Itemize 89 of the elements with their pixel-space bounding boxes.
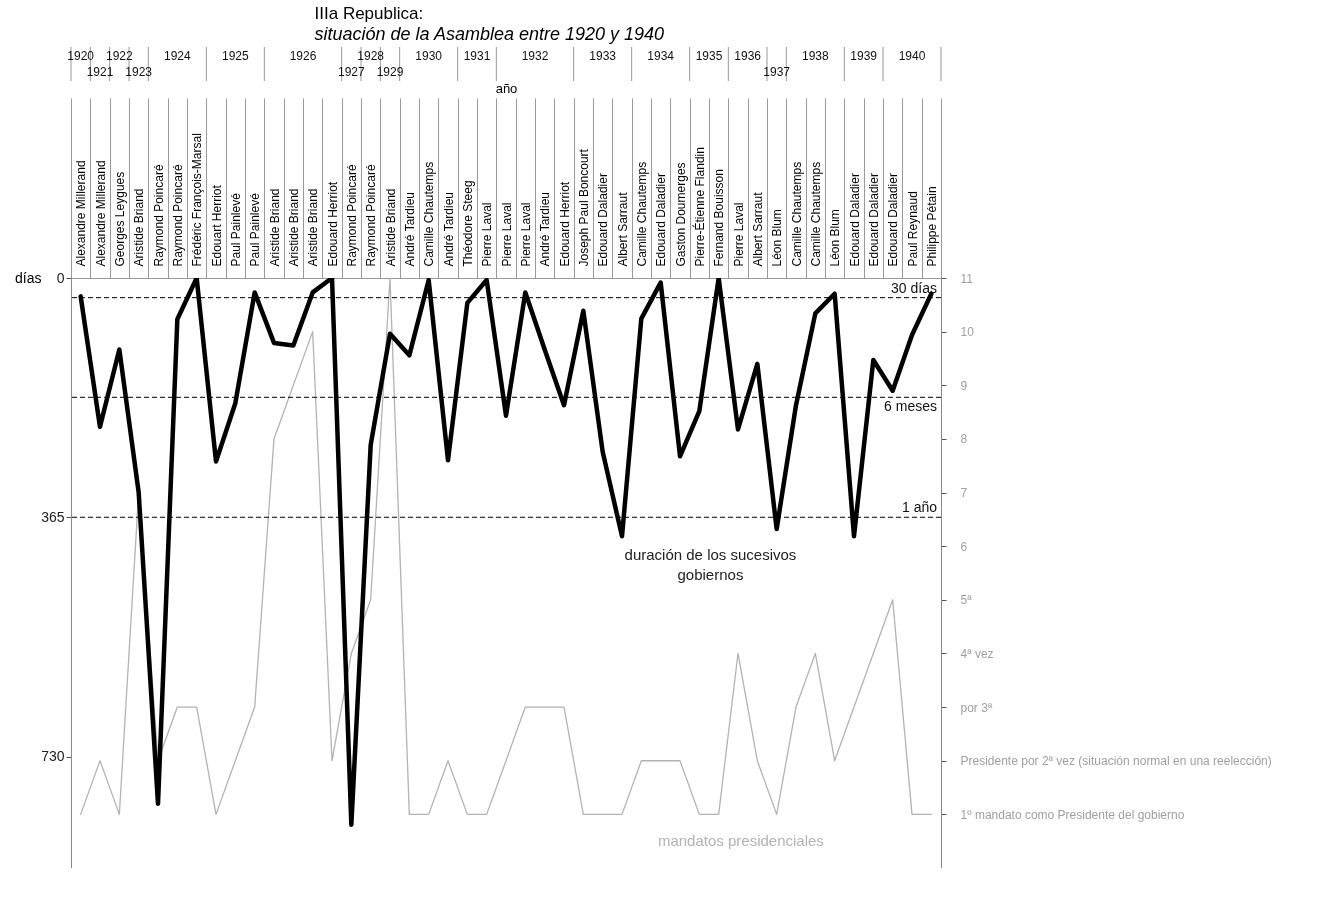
- x-tick-label: André Tardieu: [402, 192, 417, 267]
- text: 1939: [850, 49, 878, 63]
- y2-tick-label: 1º mandato como Presidente del gobierno: [960, 807, 1185, 822]
- y2-tick-label: Presidente por 2ª vez (situación normal en una reelección): [960, 754, 1272, 769]
- x-tick-label: Léon Blum: [770, 209, 785, 267]
- text: 1934: [647, 49, 675, 63]
- x-tick-label: Pierre Laval: [731, 202, 746, 267]
- x-tick-label: Albert Sarraut: [750, 191, 765, 267]
- ref-line-label: 6 meses: [884, 398, 937, 415]
- x-tick-label: Raymond Poincaré: [364, 164, 379, 267]
- x-tick-label: Joseph Paul Boncourt: [576, 148, 591, 267]
- text: 1938: [801, 49, 829, 63]
- x-axis-title: año: [495, 81, 518, 96]
- x-tick-label: Edouard Herriot: [557, 181, 572, 267]
- text: 1925: [221, 49, 249, 63]
- x-tick-label: Gaston Doumerges: [673, 162, 688, 267]
- text: 1931: [463, 49, 491, 63]
- x-tick-label: Paul Reynaud: [905, 191, 920, 267]
- x-tick-label: Aristide Briand: [286, 188, 301, 267]
- x-tick-label: Paul Painlevé: [248, 192, 263, 267]
- x-tick-label: André Tardieu: [538, 192, 553, 267]
- text: 1923: [125, 65, 153, 79]
- x-tick-label: Théodore Steeg: [460, 180, 475, 267]
- text: 1927: [337, 65, 365, 79]
- x-tick-label: Camille Chautemps: [634, 161, 649, 267]
- text: 1940: [898, 49, 926, 63]
- y-tick-label: 0: [56, 269, 65, 286]
- x-tick-label: Aristide Briand: [383, 188, 398, 267]
- x-tick-label: Alexandre Millerand: [74, 160, 89, 267]
- x-tick-label: Raymond Poincaré: [170, 164, 185, 267]
- text: 1937: [763, 65, 791, 79]
- text: 1922: [105, 49, 133, 63]
- x-tick-label: Raymond Poincaré: [151, 164, 166, 267]
- ref-line-label: 30 días: [891, 279, 937, 296]
- chart-subtitle: situación de la Asamblea entre 1920 y 1940: [314, 23, 665, 44]
- x-tick-label: Aristide Briand: [306, 188, 321, 267]
- x-tick-label: Pierre Laval: [518, 202, 533, 267]
- x-tick-label: Camille Chautemps: [422, 161, 437, 267]
- y-tick-label: 365: [41, 508, 65, 525]
- chart-title: IIIa Republica:: [314, 3, 424, 23]
- y2-tick-label: 10: [960, 325, 975, 340]
- x-tick-label: Georges Leygues: [112, 171, 127, 267]
- text: 1929: [376, 65, 404, 79]
- text: 1935: [695, 49, 723, 63]
- text: 1933: [589, 49, 617, 63]
- y2-tick-label: 4ª vez: [960, 646, 994, 661]
- y2-tick-label: 6: [960, 539, 968, 554]
- x-tick-label: Paul Painlevé: [228, 192, 243, 267]
- y2-tick-label: 5ª: [960, 593, 973, 608]
- x-tick-label: Edouart Herriot: [209, 184, 224, 267]
- x-tick-label: Alexandre Millerand: [93, 160, 108, 267]
- x-tick-label: Aristide Briand: [132, 188, 147, 267]
- text: 1924: [163, 49, 191, 63]
- text: 1936: [734, 49, 762, 63]
- x-tick-label: André Tardieu: [441, 192, 456, 267]
- text: mandatos presidenciales: [657, 832, 824, 850]
- x-tick-label: Edouard Daladier: [596, 173, 611, 267]
- y2-tick-label: 8: [960, 432, 968, 447]
- y2-tick-label: 11: [960, 271, 974, 286]
- x-tick-label: Frédéric François-Marsal: [190, 133, 205, 267]
- ref-line-label: 1 año: [901, 499, 938, 516]
- text: 1920: [67, 49, 95, 63]
- y-axis-title: días: [15, 269, 42, 286]
- x-tick-label: Raymond Poincaré: [344, 164, 359, 267]
- x-tick-label: Albert Sarraut: [615, 191, 630, 267]
- x-tick-label: Fernand Bouisson: [712, 169, 727, 267]
- y2-tick-label: 9: [960, 378, 968, 393]
- x-tick-label: Camille Chautemps: [808, 161, 823, 267]
- x-tick-label: Edouard Daladier: [886, 173, 901, 267]
- series-label: duración de los sucesivos gobiernos: [624, 546, 797, 584]
- x-tick-label: Camille Chautemps: [789, 161, 804, 267]
- x-tick-label: Edouard Daladier: [866, 173, 881, 267]
- text: 1926: [289, 49, 317, 63]
- y2-tick-label: por 3ª: [960, 700, 993, 715]
- x-tick-label: Pierre-Étienne Flandin: [691, 147, 707, 267]
- text: 1930: [415, 49, 443, 63]
- text: 1932: [521, 49, 549, 63]
- x-tick-label: Philippe Pétain: [924, 186, 939, 267]
- x-tick-label: Pierre Laval: [499, 202, 514, 267]
- text: 1921: [86, 65, 114, 79]
- x-tick-label: Edouard Daladier: [847, 173, 862, 267]
- x-tick-label: Léon Blum: [828, 209, 843, 267]
- x-tick-label: Pierre Laval: [480, 202, 495, 267]
- text: 1928: [357, 49, 385, 63]
- y2-tick-label: 7: [960, 486, 968, 501]
- x-tick-label: Edouard Herriot: [325, 181, 340, 267]
- x-tick-label: Aristide Briand: [267, 188, 282, 267]
- x-tick-label: Edouard Daladier: [654, 173, 669, 267]
- y-tick-label: 730: [41, 748, 65, 765]
